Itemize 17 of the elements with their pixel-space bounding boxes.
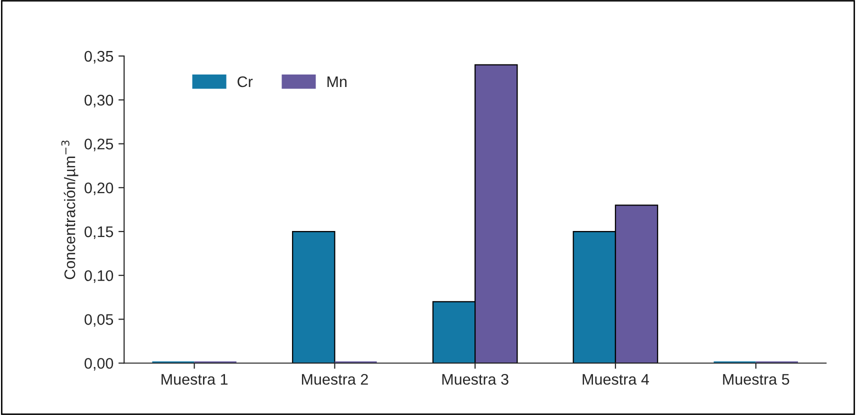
y-tick-label: 0,00: [84, 358, 114, 371]
y-tick-label: 0,05: [84, 314, 114, 327]
y-tick-label: 0,20: [84, 182, 114, 196]
x-tick-label: Muestra 3: [442, 374, 508, 385]
y-tick-label: 0,30: [84, 94, 114, 108]
y-tick-label: 0,10: [84, 270, 114, 283]
legend-label: Mn: [328, 76, 346, 87]
x-tick-label: Muestra 5: [723, 374, 790, 385]
x-tick-label: Muestra 1: [162, 374, 228, 385]
x-tick-label: Muestra 4: [582, 374, 649, 385]
y-tick-label: 0,15: [84, 226, 114, 239]
y-tick-label: 0,25: [84, 138, 114, 152]
y-tick-label: 0,35: [84, 50, 114, 64]
y-axis-title: Concentración/µm$^{−3}$: [61, 140, 78, 280]
legend-label: Cr: [238, 76, 253, 88]
x-tick-label: Muestra 2: [302, 374, 368, 385]
bar: [292, 230, 336, 364]
